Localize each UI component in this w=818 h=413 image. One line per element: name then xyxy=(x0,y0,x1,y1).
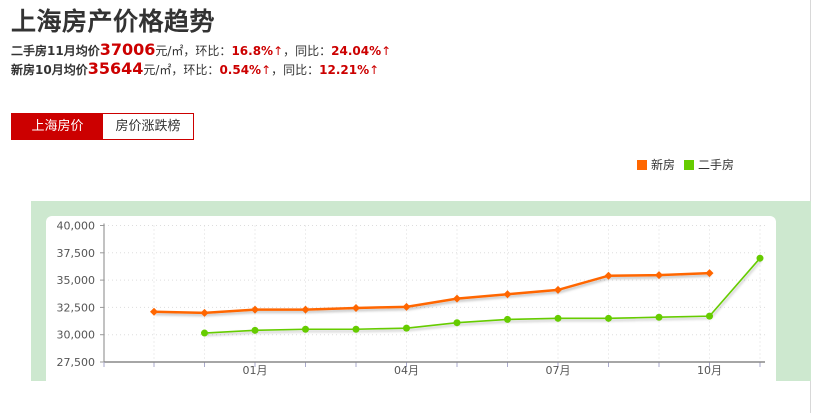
y-tick-label: 37,500 xyxy=(57,247,96,260)
chart-grid xyxy=(104,225,765,362)
new-home-yoy: 12.21% xyxy=(319,63,370,77)
new-home-prefix: 新房10月均价 xyxy=(11,63,88,77)
up-arrow-icon: ↑ xyxy=(273,44,284,58)
data-point-diamond-icon[interactable] xyxy=(655,271,663,280)
y-tick-label: 27,500 xyxy=(57,356,96,369)
data-point-diamond-icon[interactable] xyxy=(251,305,259,314)
new-home-summary: 新房10月均价35644元/㎡，环比：0.54%↑，同比：12.21%↑ xyxy=(11,61,379,78)
second-hand-mom: 16.8% xyxy=(231,44,274,58)
second-hand-prefix: 二手房11月均价 xyxy=(11,44,100,58)
x-tick-label: 07月 xyxy=(546,364,571,377)
y-tick-label: 35,000 xyxy=(57,274,96,287)
data-point-diamond-icon[interactable] xyxy=(352,303,360,312)
x-tick-label: 10月 xyxy=(697,364,722,377)
new-home-mom-label: ，环比： xyxy=(171,63,220,77)
chart-axes xyxy=(100,223,765,367)
tab-price-ranking[interactable]: 房价涨跌榜 xyxy=(103,114,193,139)
chart-series xyxy=(150,254,764,337)
series-second-hand xyxy=(201,254,764,337)
data-point-diamond-icon[interactable] xyxy=(705,269,714,278)
data-point-circle-icon[interactable] xyxy=(706,312,713,320)
data-point-circle-icon[interactable] xyxy=(655,313,663,321)
data-point-circle-icon[interactable] xyxy=(453,319,461,327)
x-axis-labels: 01月 04月 07月 10月 xyxy=(243,364,723,377)
data-point-circle-icon[interactable] xyxy=(554,314,562,322)
series-new-home xyxy=(150,269,714,317)
data-point-circle-icon[interactable] xyxy=(605,314,612,322)
second-hand-yoy-label: ，同比： xyxy=(283,44,332,58)
second-hand-summary: 二手房11月均价37006元/㎡，环比：16.8%↑，同比：24.04%↑ xyxy=(11,42,391,59)
second-hand-price: 37006 xyxy=(99,40,156,59)
y-tick-label: 40,000 xyxy=(57,220,96,233)
data-point-diamond-icon[interactable] xyxy=(554,285,562,294)
legend-item-new-home[interactable]: 新房 xyxy=(637,156,675,173)
page-title: 上海房产价格趋势 xyxy=(11,7,216,36)
y-axis-labels: 40,000 37,500 35,000 32,500 30,000 27,500 xyxy=(57,220,96,370)
orange-square-icon xyxy=(637,159,647,170)
data-point-circle-icon[interactable] xyxy=(352,325,360,333)
new-home-mom: 0.54% xyxy=(219,63,262,77)
second-hand-unit: 元/㎡ xyxy=(155,44,184,58)
up-arrow-icon: ↑ xyxy=(381,44,392,58)
data-point-diamond-icon[interactable] xyxy=(503,290,512,299)
up-arrow-icon: ↑ xyxy=(261,63,272,77)
data-point-circle-icon[interactable] xyxy=(403,324,410,332)
x-tick-label: 04月 xyxy=(394,364,419,377)
data-point-circle-icon[interactable] xyxy=(251,326,259,334)
new-home-unit: 元/㎡ xyxy=(143,63,172,77)
y-tick-label: 32,500 xyxy=(57,301,96,314)
data-point-diamond-icon[interactable] xyxy=(604,271,613,280)
data-point-circle-icon[interactable] xyxy=(504,315,511,323)
x-tick-label: 01月 xyxy=(243,364,268,377)
legend-item-second-hand[interactable]: 二手房 xyxy=(684,156,734,173)
data-point-diamond-icon[interactable] xyxy=(453,294,461,303)
data-point-circle-icon[interactable] xyxy=(302,325,309,333)
tab-shanghai-price[interactable]: 上海房价 xyxy=(12,114,103,139)
up-arrow-icon: ↑ xyxy=(369,63,380,77)
data-point-diamond-icon[interactable] xyxy=(402,302,411,311)
data-point-diamond-icon[interactable] xyxy=(150,307,158,316)
second-hand-mom-label: ，环比： xyxy=(183,44,232,58)
data-point-circle-icon[interactable] xyxy=(201,329,208,337)
chart-card xyxy=(46,216,776,413)
tab-bar: 上海房价 房价涨跌榜 xyxy=(11,113,194,140)
data-point-circle-icon[interactable] xyxy=(756,254,764,262)
new-home-price: 35644 xyxy=(87,59,144,78)
data-point-diamond-icon[interactable] xyxy=(301,305,310,314)
green-square-icon xyxy=(684,159,695,170)
second-hand-yoy: 24.04% xyxy=(331,44,382,58)
legend-label: 二手房 xyxy=(698,158,735,172)
data-point-diamond-icon[interactable] xyxy=(200,308,209,317)
new-home-yoy-label: ，同比： xyxy=(271,63,320,77)
legend-label: 新房 xyxy=(651,158,676,172)
chart-legend: 新房 二手房 xyxy=(637,156,743,173)
y-tick-label: 30,000 xyxy=(57,329,96,342)
